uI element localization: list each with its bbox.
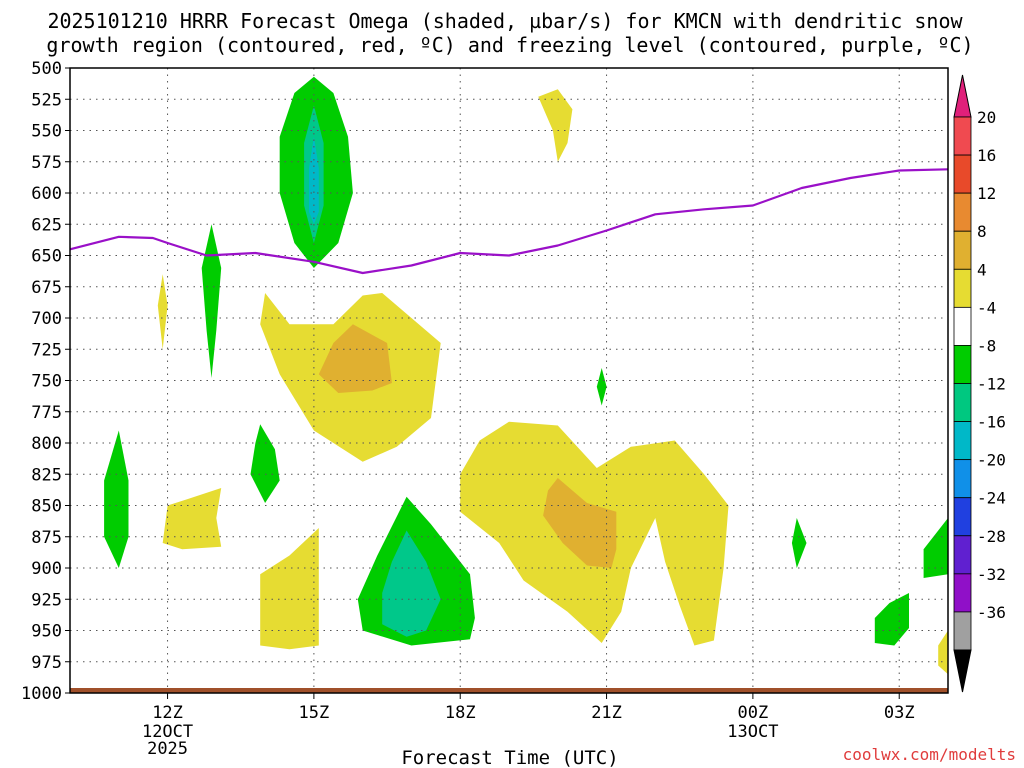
x-tick-label: 12Z [152, 703, 183, 723]
y-tick-label: 850 [31, 497, 62, 517]
omega-region-3 [201, 224, 222, 378]
colorbar-label: -4 [977, 298, 996, 317]
omega-region-20 [938, 630, 948, 675]
y-tick-label: 675 [31, 278, 62, 298]
y-tick-label: 950 [31, 622, 62, 642]
colorbar-swatch [953, 459, 972, 499]
x-tick-label: 00Z [738, 703, 769, 723]
colorbar-swatch [953, 383, 972, 422]
surface-band-layer [70, 688, 948, 693]
y-tick-label: 900 [31, 559, 62, 579]
colorbar-swatch [953, 497, 972, 537]
omega-region-7 [382, 530, 441, 637]
colorbar-label: 4 [977, 260, 987, 279]
colorbar: 20 16 12 8 4 -4 -8 -12 -16 -20 -24 -28 -32 -36 [953, 74, 1006, 693]
y-tick-label: 625 [31, 215, 62, 235]
colorbar-swatch [953, 345, 972, 384]
chart-title-line-2: growth region (contoured, red, ºC) and f… [46, 33, 973, 57]
colorbar-label: -8 [977, 336, 996, 355]
omega-region-11 [923, 518, 948, 578]
colorbar-swatch [953, 421, 972, 461]
y-tick-label: 650 [31, 247, 62, 267]
omega-region-13 [157, 274, 168, 350]
omega-region-17 [260, 528, 319, 650]
y-tick-label: 575 [31, 153, 62, 173]
y-tick-label: 775 [31, 403, 62, 423]
x-tick-label: 15Z [299, 703, 330, 723]
y-tick-label: 825 [31, 465, 62, 485]
colorbar-label: 20 [977, 108, 996, 127]
x-tick-label: 18Z [445, 703, 476, 723]
omega-region-9 [791, 518, 807, 568]
y-tick-label: 600 [31, 184, 62, 204]
omega-region-10 [874, 593, 909, 646]
colorbar-bottom-arrow [953, 649, 972, 693]
colorbar-swatch [953, 573, 972, 613]
colorbar-swatch [953, 116, 972, 156]
x-tick-sublabel: 2025 [147, 739, 188, 759]
colorbar-label: -16 [977, 413, 1006, 432]
y-axis: 500 525 550 575 600 625 650 675 700 725 750 775 800 8… [21, 59, 70, 704]
colorbar-label: -24 [977, 489, 1006, 508]
grid-layer [70, 68, 948, 693]
omega-region-12 [538, 89, 573, 162]
plot-frame [69, 67, 949, 694]
freezing-level-layer [69, 168, 949, 275]
colorbar-label: -12 [977, 375, 1006, 394]
colorbar-swatch [953, 192, 972, 232]
y-tick-label: 500 [31, 59, 62, 79]
omega-region-8 [596, 368, 607, 406]
surface-band [70, 688, 948, 693]
omega-region-16 [162, 488, 222, 550]
colorbar-swatch [953, 611, 972, 651]
y-tick-label: 525 [31, 90, 62, 110]
y-tick-label: 1000 [21, 684, 62, 704]
colorbar-swatch [953, 230, 972, 270]
freezing-level-line [69, 168, 949, 275]
y-tick-label: 725 [31, 340, 62, 360]
colorbar-top-arrow [953, 74, 972, 118]
y-tick-label: 550 [31, 122, 62, 142]
x-tick-sublabel: 13OCT [727, 722, 778, 742]
y-tick-label: 750 [31, 372, 62, 392]
colorbar-swatch [953, 268, 972, 308]
y-tick-label: 700 [31, 309, 62, 329]
x-tick-label: 03Z [884, 703, 915, 723]
colorbar-label: -36 [977, 603, 1006, 622]
y-tick-label: 800 [31, 434, 62, 454]
colorbar-label: 16 [977, 146, 996, 165]
colorbar-swatch [953, 306, 972, 346]
omega-shading-layer [104, 76, 948, 675]
colorbar-label: -32 [977, 565, 1006, 584]
y-tick-label: 975 [31, 653, 62, 673]
colorbar-label: -20 [977, 451, 1006, 470]
colorbar-label: -28 [977, 527, 1006, 546]
omega-region-19 [543, 478, 617, 568]
chart-title-line-1: 2025101210 HRRR Forecast Omega (shaded, … [47, 9, 963, 33]
colorbar-swatch [953, 154, 972, 194]
y-tick-label: 875 [31, 528, 62, 548]
colorbar-swatch [953, 535, 972, 575]
omega-region-15 [318, 324, 392, 393]
x-axis-title: Forecast Time (UTC) [401, 747, 618, 768]
omega-region-2 [309, 136, 319, 225]
x-tick-sublabel: 12OCT [142, 722, 193, 742]
omega-region-4 [250, 424, 280, 503]
x-tick-label: 21Z [591, 703, 622, 723]
colorbar-label: 8 [977, 222, 987, 241]
y-tick-label: 925 [31, 590, 62, 610]
omega-region-5 [104, 430, 129, 568]
credit-text: coolwx.com/modelts [843, 745, 1016, 764]
colorbar-label: 12 [977, 184, 996, 203]
